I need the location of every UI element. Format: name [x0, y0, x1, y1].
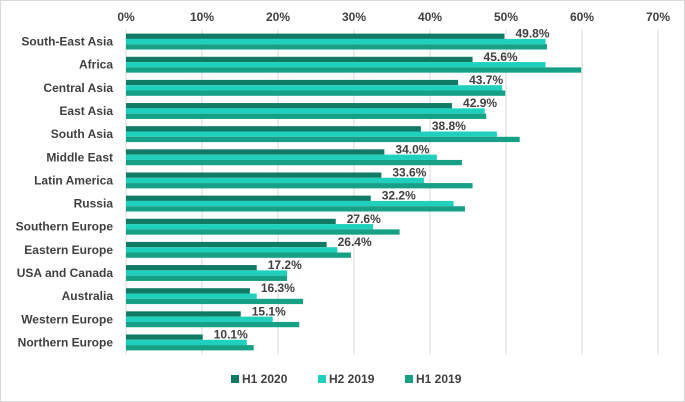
x-tick-label: 70% [646, 10, 670, 24]
bar [126, 108, 485, 114]
data-label: 45.6% [484, 50, 518, 64]
bar [126, 149, 385, 155]
x-tick-label: 40% [418, 10, 442, 24]
data-label: 17.2% [268, 258, 302, 272]
bar [126, 311, 241, 317]
data-labels: 49.8% 45.6% 43.7% 42.9% 38.8%34.0% 33.6% 32.2%… [214, 27, 550, 342]
category-label: South-East Asia [21, 35, 113, 49]
bar [126, 44, 548, 50]
legend-swatch [231, 375, 239, 383]
category-labels: South-East Asia Africa Central Asia East As… [16, 35, 114, 350]
bar [126, 136, 520, 143]
data-label: 10.1% [214, 327, 248, 341]
x-tick-label: 20% [266, 10, 290, 24]
legend-label: H1 2020 [242, 372, 288, 386]
category-label: Latin America [34, 173, 113, 187]
category-label: South Asia [51, 127, 114, 141]
legend: H1 2020 H2 2019 H1 2019 [231, 372, 462, 386]
x-tick-label: 30% [342, 10, 366, 24]
category-label: Africa [79, 58, 113, 72]
bar [126, 79, 459, 86]
legend-swatch [318, 375, 326, 383]
bar [126, 241, 327, 248]
data-label: 43.7% [469, 73, 503, 87]
x-axis-ticks: 0% 10% 20% 30% 40% 50% 60% 70% [117, 10, 670, 24]
category-label: Southern Europe [16, 220, 114, 234]
bars [126, 33, 582, 351]
bar [126, 195, 371, 201]
legend-swatch [405, 375, 413, 383]
bar [126, 270, 288, 276]
category-label: Australia [62, 289, 114, 303]
bar [126, 67, 582, 73]
bar [126, 288, 250, 294]
bar [126, 339, 247, 346]
data-label: 26.4% [338, 235, 372, 249]
bar [126, 38, 546, 45]
category-label: Russia [74, 197, 114, 211]
bar [126, 321, 300, 328]
data-label: 33.6% [392, 165, 426, 179]
bar [126, 177, 424, 184]
bar [126, 298, 304, 305]
data-label: 49.8% [515, 27, 549, 41]
bar [126, 172, 382, 178]
bar [126, 62, 546, 68]
bar [126, 200, 454, 207]
bar [126, 293, 257, 299]
bar [126, 154, 437, 160]
bar [126, 113, 487, 119]
data-label: 15.1% [252, 304, 286, 318]
bar [126, 316, 273, 322]
bar [126, 131, 497, 137]
x-tick-label: 10% [190, 10, 214, 24]
category-label: East Asia [59, 104, 113, 118]
x-tick-label: 0% [117, 10, 135, 24]
x-tick-label: 50% [494, 10, 518, 24]
bar [126, 265, 257, 271]
data-label: 16.3% [261, 281, 295, 295]
bar [126, 126, 421, 132]
bar [126, 252, 351, 258]
bar [126, 334, 203, 340]
category-label: Middle East [46, 150, 113, 164]
bar [126, 103, 453, 109]
bar [126, 183, 473, 189]
legend-label: H2 2019 [329, 372, 375, 386]
data-label: 42.9% [463, 96, 497, 110]
bar [126, 247, 338, 253]
x-tick-label: 60% [570, 10, 594, 24]
bar [126, 33, 505, 39]
bar [126, 218, 336, 225]
bar [126, 275, 288, 281]
bar [126, 224, 373, 230]
bar [126, 206, 465, 212]
bar [126, 345, 254, 351]
data-label: 27.6% [347, 212, 381, 226]
category-label: Western Europe [21, 312, 113, 326]
category-label: Northern Europe [18, 335, 114, 349]
data-label: 32.2% [382, 189, 416, 203]
category-label: Eastern Europe [24, 243, 113, 257]
bar [126, 56, 473, 63]
bar [126, 90, 506, 96]
bar [126, 229, 400, 235]
data-label: 34.0% [395, 142, 429, 156]
bar [126, 85, 503, 91]
bar [126, 159, 462, 166]
category-label: USA and Canada [17, 266, 114, 280]
legend-label: H1 2019 [416, 372, 462, 386]
data-label: 38.8% [432, 119, 466, 133]
category-label: Central Asia [43, 81, 113, 95]
